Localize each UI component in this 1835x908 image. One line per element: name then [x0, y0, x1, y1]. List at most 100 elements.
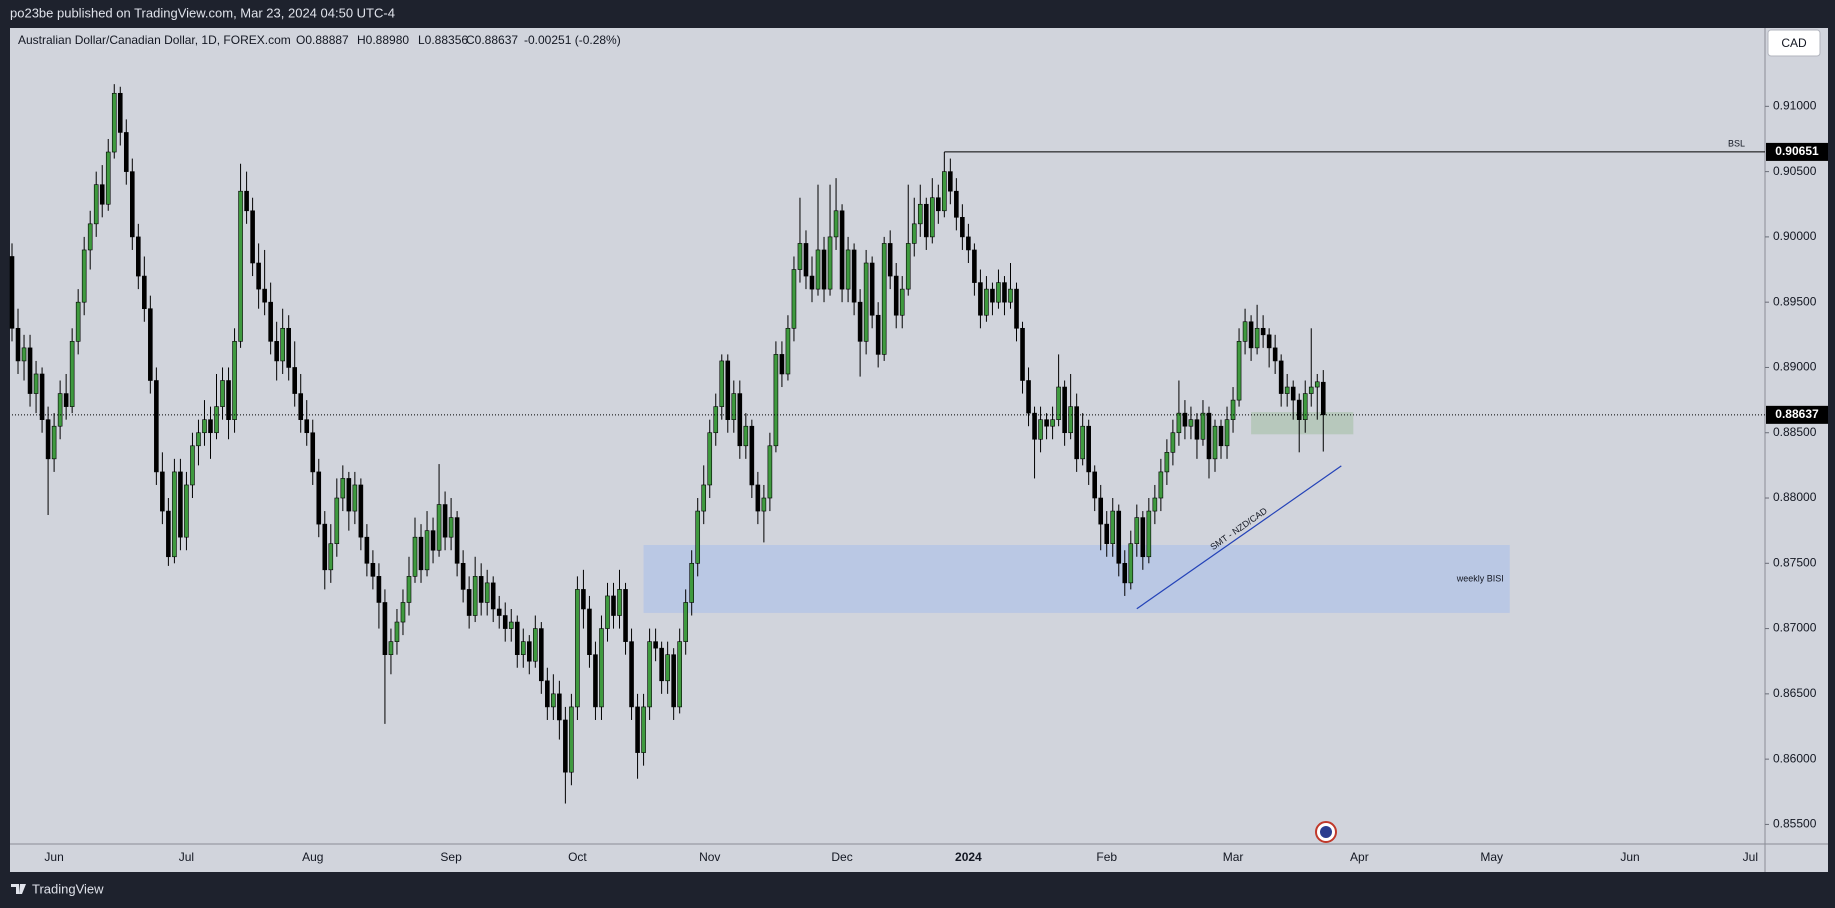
y-tick-label: 0.87500 — [1773, 555, 1817, 569]
candle-body — [430, 530, 436, 551]
candle-body — [875, 314, 881, 355]
candle-body — [148, 308, 153, 381]
x-tick-label: Dec — [831, 850, 852, 864]
candle-body — [69, 341, 75, 407]
candle-body — [1038, 419, 1043, 440]
candle-body — [563, 719, 568, 773]
candle-body — [466, 589, 472, 616]
candle-body — [857, 301, 863, 342]
candle-body — [611, 595, 616, 616]
candle-body — [635, 706, 640, 753]
candle-body — [659, 647, 664, 682]
candle-body — [641, 706, 646, 753]
candle-body — [551, 693, 556, 708]
candle-body — [27, 347, 33, 394]
candle-body — [743, 425, 749, 447]
candle-body — [761, 497, 767, 512]
y-tick-label: 0.85500 — [1773, 817, 1817, 831]
candle-body — [1026, 380, 1031, 414]
candle-body — [208, 419, 213, 434]
candle-body — [936, 197, 941, 212]
candle-body — [496, 608, 502, 616]
candle-body — [960, 217, 965, 238]
flag-icon — [1315, 821, 1337, 843]
candle-body — [809, 275, 815, 290]
candle-body — [725, 360, 731, 420]
candle-body — [942, 171, 947, 212]
candle-body — [1128, 543, 1134, 584]
candle-body — [105, 151, 111, 205]
x-tick-label: Sep — [440, 850, 462, 864]
candle-body — [93, 184, 99, 225]
x-tick-label: Jun — [44, 850, 63, 864]
candle-body — [929, 197, 935, 238]
candle-body — [767, 445, 773, 499]
candle-body — [839, 210, 845, 290]
candle-body — [244, 190, 249, 212]
candle-body — [15, 327, 21, 362]
candle-body — [454, 517, 460, 564]
price-label: 0.90651 — [1775, 144, 1819, 158]
candle-body — [1080, 425, 1085, 460]
candle-body — [1206, 412, 1212, 460]
y-tick-label: 0.91000 — [1773, 99, 1817, 113]
candle-body — [352, 484, 358, 512]
candle-body — [63, 393, 69, 407]
candle-body — [539, 628, 544, 682]
y-tick-label: 0.88000 — [1773, 490, 1817, 504]
candle-body — [358, 484, 364, 538]
candle-body — [707, 432, 713, 486]
candle-body — [262, 288, 267, 303]
candle-body — [815, 249, 821, 290]
candle-body — [1092, 471, 1097, 499]
candle-body — [418, 536, 424, 571]
candle-body — [1008, 288, 1013, 303]
candle-body — [972, 249, 977, 283]
candle-body — [1266, 334, 1272, 349]
price-label: 0.88637 — [1775, 407, 1819, 421]
candle-body — [1068, 406, 1073, 434]
candle-body — [442, 504, 448, 538]
candle-body — [33, 373, 39, 394]
candle-body — [701, 484, 707, 512]
candle-body — [1074, 406, 1079, 460]
candle-body — [1032, 412, 1037, 440]
x-tick-label: Jul — [1743, 850, 1758, 864]
candle-body — [1164, 452, 1170, 473]
candle-body — [196, 432, 201, 447]
candle-body — [911, 223, 917, 244]
currency-button[interactable] — [1767, 29, 1821, 57]
candle-body — [1170, 432, 1176, 453]
candle-body — [280, 327, 285, 362]
candle-body — [1098, 497, 1104, 525]
candle-body — [966, 236, 971, 251]
x-tick-label: Nov — [699, 850, 720, 864]
candle-body — [737, 393, 743, 447]
candle-body — [310, 432, 316, 473]
candle-body — [316, 471, 322, 525]
candle-body — [863, 262, 869, 342]
price-axis — [1765, 28, 1828, 872]
candle-body — [1044, 419, 1049, 427]
legend-low: L0.88356 — [418, 33, 468, 47]
candle-body — [520, 641, 526, 655]
candle-body — [1314, 381, 1320, 388]
candle-body — [394, 621, 400, 642]
candle-body — [1242, 321, 1248, 342]
candle-body — [923, 203, 929, 238]
candle-body — [569, 706, 574, 773]
candle-body — [1104, 523, 1110, 545]
logo — [11, 884, 26, 894]
candle-body — [851, 249, 857, 303]
candle-body — [665, 654, 670, 682]
candle-body — [154, 380, 159, 473]
candle-body — [773, 354, 779, 447]
candle-body — [472, 576, 478, 616]
candle-body — [623, 589, 628, 642]
x-tick-label: Jul — [179, 850, 194, 864]
x-tick-label: Aug — [302, 850, 323, 864]
currency[interactable]: CAD — [1781, 36, 1807, 50]
candle-body — [526, 641, 532, 662]
candle-body — [166, 510, 171, 558]
candle-body — [436, 504, 442, 551]
